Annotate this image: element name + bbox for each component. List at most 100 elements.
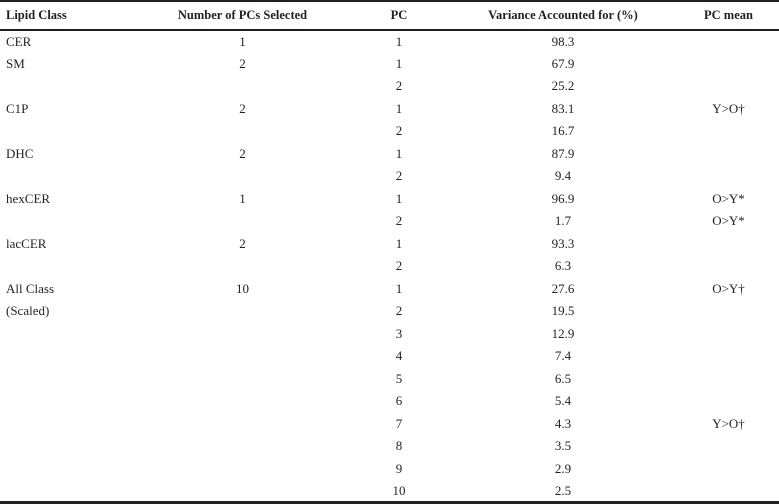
cell-variance: 96.9 bbox=[551, 190, 575, 206]
cell-variance: 2.9 bbox=[554, 460, 572, 476]
header-number-of-pcs: Number of PCs Selected bbox=[135, 0, 350, 31]
cell-pc-mean bbox=[678, 458, 779, 481]
header-lipid-class: Lipid Class bbox=[0, 0, 135, 31]
cell-number-of-pcs bbox=[135, 75, 350, 98]
cell-variance: 6.3 bbox=[554, 258, 572, 274]
cell-pc: 2 bbox=[395, 78, 403, 94]
cell-pc: 10 bbox=[350, 480, 448, 504]
cell-pc-mean bbox=[678, 345, 779, 368]
cell-variance: 93.3 bbox=[551, 235, 575, 251]
cell-pc: 6 bbox=[395, 393, 403, 409]
cell-number-of-pcs bbox=[135, 323, 350, 346]
table-row: 2 16.7 bbox=[0, 120, 779, 143]
cell-number-of-pcs: 2 bbox=[239, 100, 246, 116]
table-row: 2 9.4 bbox=[0, 165, 779, 188]
cell-pc-mean: Y>O† bbox=[712, 100, 745, 116]
cell-pc-mean: Y>O† bbox=[712, 415, 745, 431]
cell-number-of-pcs bbox=[135, 458, 350, 481]
table-row: 2 1.7 O>Y* bbox=[0, 210, 779, 233]
table-row: DHC 2 1 87.9 bbox=[0, 143, 779, 166]
cell-pc: 5 bbox=[395, 370, 403, 386]
cell-pc-mean bbox=[678, 53, 779, 76]
cell-lipid-class bbox=[0, 480, 135, 504]
cell-pc: 1 bbox=[395, 190, 403, 206]
cell-pc-mean bbox=[678, 480, 779, 504]
cell-pc: 3 bbox=[395, 325, 403, 341]
table-row: CER 1 1 98.3 bbox=[0, 30, 779, 53]
table-row: 5 6.5 bbox=[0, 368, 779, 391]
cell-variance: 5.4 bbox=[554, 393, 572, 409]
cell-pc-mean bbox=[678, 75, 779, 98]
cell-number-of-pcs bbox=[135, 210, 350, 233]
cell-variance: 83.1 bbox=[551, 100, 575, 116]
cell-variance: 6.5 bbox=[554, 370, 572, 386]
cell-pc: 1 bbox=[395, 145, 403, 161]
table-row: 7 4.3 Y>O† bbox=[0, 413, 779, 436]
cell-variance: 9.4 bbox=[554, 168, 572, 184]
cell-pc-mean bbox=[678, 143, 779, 166]
cell-lipid-class: (Scaled) bbox=[6, 303, 50, 319]
cell-number-of-pcs bbox=[135, 413, 350, 436]
table-row: 2 6.3 bbox=[0, 255, 779, 278]
table-row: (Scaled) 2 19.5 bbox=[0, 300, 779, 323]
cell-variance: 67.9 bbox=[551, 55, 575, 71]
table-row: 4 7.4 bbox=[0, 345, 779, 368]
table-row: 2 25.2 bbox=[0, 75, 779, 98]
cell-lipid-class: All Class bbox=[6, 280, 55, 296]
cell-number-of-pcs bbox=[135, 165, 350, 188]
cell-variance: 16.7 bbox=[551, 123, 575, 139]
cell-pc-mean: O>Y* bbox=[712, 213, 745, 229]
cell-pc-mean bbox=[678, 120, 779, 143]
cell-variance: 7.4 bbox=[554, 348, 572, 364]
header-pc-mean: PC mean bbox=[678, 0, 779, 31]
table-row: 8 3.5 bbox=[0, 435, 779, 458]
cell-pc: 2 bbox=[395, 213, 403, 229]
cell-pc-mean bbox=[678, 165, 779, 188]
cell-variance: 1.7 bbox=[554, 213, 572, 229]
cell-pc: 1 bbox=[395, 55, 403, 71]
cell-lipid-class bbox=[0, 210, 135, 233]
table-row: All Class 10 1 27.6 O>Y† bbox=[0, 278, 779, 301]
cell-number-of-pcs bbox=[135, 390, 350, 413]
cell-pc-mean bbox=[678, 233, 779, 256]
cell-pc-mean bbox=[678, 368, 779, 391]
table-row: 10 2.5 bbox=[0, 480, 779, 504]
cell-variance: 87.9 bbox=[551, 145, 575, 161]
cell-pc-mean bbox=[678, 435, 779, 458]
table-row: lacCER 2 1 93.3 bbox=[0, 233, 779, 256]
cell-pc: 1 bbox=[395, 100, 403, 116]
cell-variance: 27.6 bbox=[551, 280, 575, 296]
cell-pc-mean: O>Y* bbox=[712, 190, 745, 206]
cell-lipid-class bbox=[0, 165, 135, 188]
cell-pc: 1 bbox=[395, 33, 403, 49]
cell-pc: 1 bbox=[395, 280, 403, 296]
cell-pc-mean bbox=[678, 300, 779, 323]
cell-lipid-class bbox=[0, 435, 135, 458]
table-row: 6 5.4 bbox=[0, 390, 779, 413]
table-row: C1P 2 1 83.1 Y>O† bbox=[0, 98, 779, 121]
cell-variance: 12.9 bbox=[551, 325, 575, 341]
table-row: SM 2 1 67.9 bbox=[0, 53, 779, 76]
cell-pc-mean bbox=[678, 30, 779, 53]
cell-number-of-pcs bbox=[135, 368, 350, 391]
cell-pc: 4 bbox=[395, 348, 403, 364]
cell-number-of-pcs: 2 bbox=[239, 55, 246, 71]
cell-pc: 2 bbox=[395, 168, 403, 184]
cell-pc: 2 bbox=[395, 303, 403, 319]
cell-variance: 19.5 bbox=[551, 303, 575, 319]
cell-lipid-class bbox=[0, 255, 135, 278]
cell-number-of-pcs bbox=[135, 435, 350, 458]
cell-number-of-pcs bbox=[135, 120, 350, 143]
header-row: Lipid Class Number of PCs Selected PC Va… bbox=[0, 0, 779, 31]
cell-pc: 2 bbox=[395, 258, 403, 274]
cell-lipid-class bbox=[0, 75, 135, 98]
cell-lipid-class bbox=[0, 120, 135, 143]
table-row: hexCER 1 1 96.9 O>Y* bbox=[0, 188, 779, 211]
cell-lipid-class bbox=[0, 368, 135, 391]
cell-lipid-class bbox=[0, 390, 135, 413]
table-body: CER 1 1 98.3 SM 2 1 67.9 2 25.2 C1P 2 1 83.1 Y>O† 2 16.7… bbox=[0, 30, 779, 504]
header-variance: Variance Accounted for (%) bbox=[448, 0, 678, 31]
cell-variance: 98.3 bbox=[551, 33, 575, 49]
cell-pc-mean bbox=[678, 390, 779, 413]
header-pc: PC bbox=[350, 0, 448, 31]
